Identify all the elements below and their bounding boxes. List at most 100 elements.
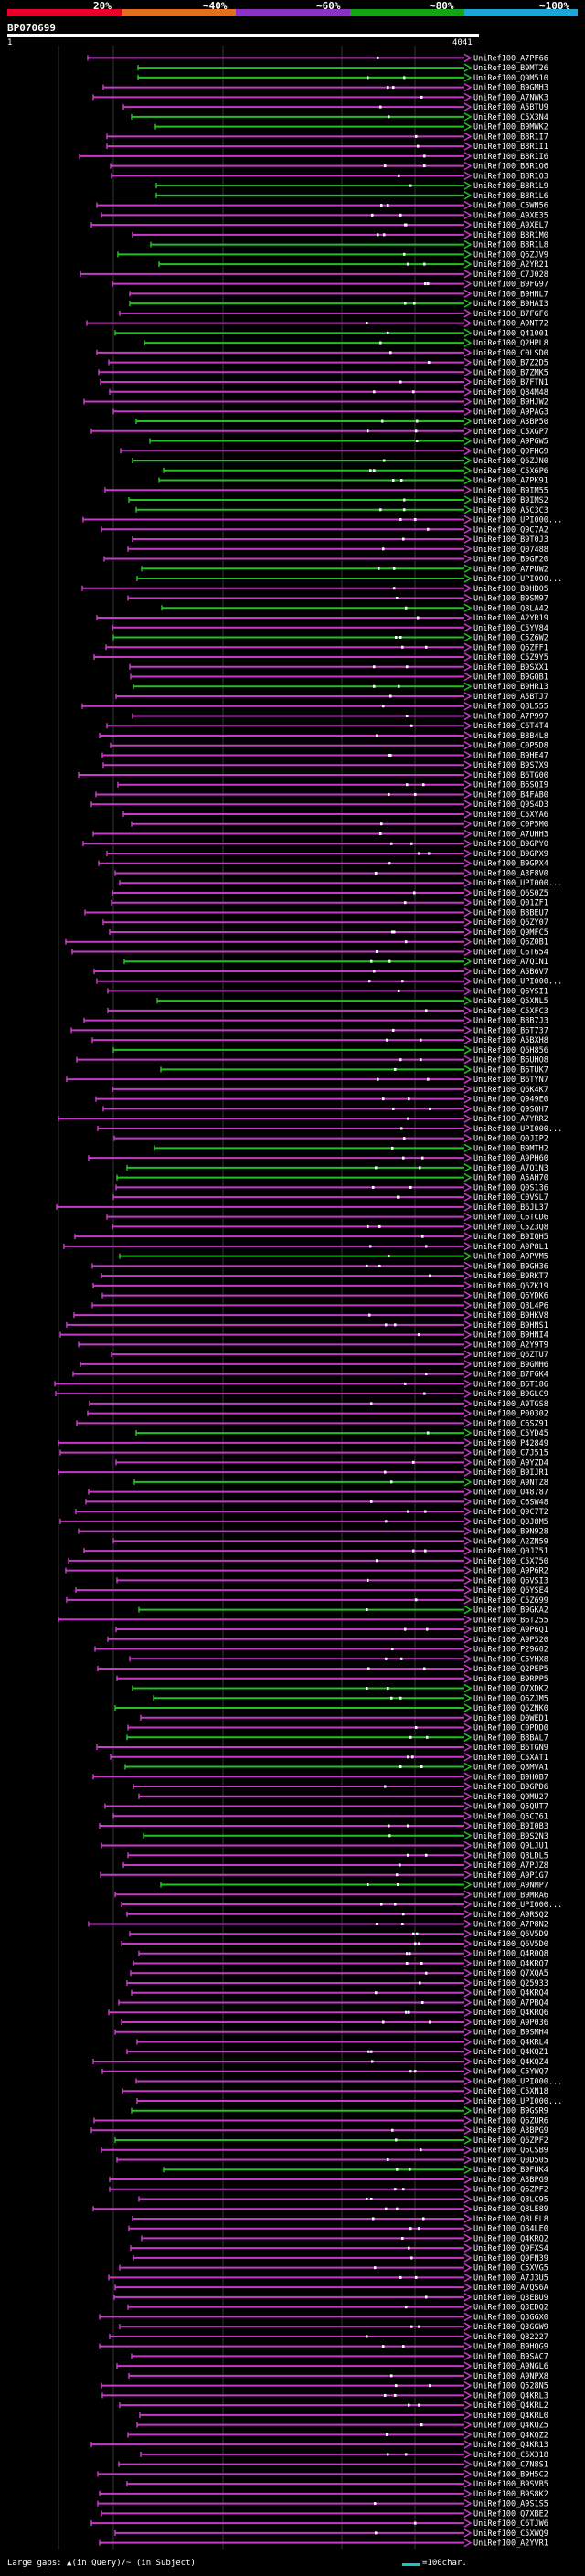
hit-id-label[interactable]: UniRef100_Q6H856 [473, 1046, 548, 1055]
hit-row[interactable]: UniRef100_A7PF66 [87, 53, 548, 63]
hit-id-label[interactable]: UniRef100_P00302 [473, 1410, 548, 1419]
hit-id-label[interactable]: UniRef100_Q6ZJN0 [473, 457, 548, 466]
hit-row[interactable]: UniRef100_B8R1O6 [110, 161, 548, 172]
hit-id-label[interactable]: UniRef100_B9HNS1 [473, 1321, 548, 1330]
hit-id-label[interactable]: UniRef100_B6TGN9 [473, 1744, 548, 1753]
hit-row[interactable]: UniRef100_Q8L555 [81, 702, 548, 712]
hit-id-label[interactable]: UniRef100_A9TGS8 [473, 1400, 548, 1409]
hit-row[interactable]: UniRef100_Q6ZUR6 [93, 2115, 548, 2125]
hit-id-label[interactable]: UniRef100_Q0J8M5 [473, 1518, 548, 1527]
hit-id-label[interactable]: UniRef100_B9HR13 [473, 683, 548, 692]
hit-row[interactable]: UniRef100_C5Z3Q8 [112, 1222, 548, 1232]
hit-id-label[interactable]: UniRef100_Q4KRQ7 [473, 1959, 548, 1968]
hit-id-label[interactable]: UniRef100_B9HQG9 [473, 2343, 548, 2352]
hit-row[interactable]: UniRef100_A9P8L1 [63, 1242, 548, 1252]
hit-id-label[interactable]: UniRef100_Q0S136 [473, 1183, 548, 1193]
hit-id-label[interactable]: UniRef100_B9HNL7 [473, 290, 548, 299]
hit-row[interactable]: UniRef100_Q6ZPF2 [109, 2185, 548, 2195]
hit-row[interactable]: UniRef100_UPI000... [119, 878, 562, 888]
hit-id-label[interactable]: UniRef100_Q6Z0B1 [473, 938, 548, 948]
hit-id-label[interactable]: UniRef100_Q6YSE4 [473, 1586, 548, 1595]
hit-id-label[interactable]: UniRef100_C6T4T4 [473, 722, 548, 731]
hit-id-label[interactable]: UniRef100_A2YVR1 [473, 2539, 548, 2549]
hit-id-label[interactable]: UniRef100_B9FUK4 [473, 2166, 548, 2175]
hit-row[interactable]: UniRef100_B9GSR9 [131, 2106, 548, 2116]
hit-id-label[interactable]: UniRef100_B9MWK2 [473, 123, 548, 133]
hit-row[interactable]: UniRef100_B8R1I6 [79, 152, 548, 162]
hit-row[interactable]: UniRef100_A7YRR2 [58, 1114, 548, 1124]
hit-row[interactable]: UniRef100_A5BTJ7 [115, 692, 548, 702]
hit-id-label[interactable]: UniRef100_B8B4L8 [473, 732, 548, 741]
hit-id-label[interactable]: UniRef100_B7Z2D5 [473, 359, 548, 368]
hit-id-label[interactable]: UniRef100_B8R1I6 [473, 153, 548, 162]
hit-row[interactable]: UniRef100_B9SAC7 [131, 2351, 548, 2361]
hit-id-label[interactable]: UniRef100_C6T654 [473, 948, 548, 957]
hit-id-label[interactable]: UniRef100_A9P8L1 [473, 1243, 548, 1252]
hit-id-label[interactable]: UniRef100_P29602 [473, 1646, 548, 1655]
hit-row[interactable]: UniRef100_A9NT72 [86, 318, 548, 329]
hit-row[interactable]: UniRef100_Q8LA42 [161, 603, 548, 613]
hit-row[interactable]: UniRef100_A9XEL7 [90, 220, 548, 230]
hit-row[interactable]: UniRef100_A7QS6A [114, 2283, 548, 2293]
hit-id-label[interactable]: UniRef100_C7J515 [473, 1449, 548, 1458]
hit-row[interactable]: UniRef100_B8R1O3 [111, 171, 548, 181]
hit-id-label[interactable]: UniRef100_Q4KR13 [473, 2441, 548, 2450]
hit-row[interactable]: UniRef100_A9NPX8 [128, 2371, 548, 2381]
hit-row[interactable]: UniRef100_A7UHH3 [92, 829, 548, 839]
hit-row[interactable]: UniRef100_B8R1L8 [150, 239, 548, 250]
hit-row[interactable]: UniRef100_A7Q1N1 [123, 957, 548, 967]
hit-id-label[interactable]: UniRef100_Q6V5D9 [473, 1930, 548, 1939]
hit-id-label[interactable]: UniRef100_Q6ZPF2 [473, 2136, 548, 2146]
hit-row[interactable]: UniRef100_A2ZN59 [112, 1536, 548, 1546]
hit-id-label[interactable]: UniRef100_A9P1G7 [473, 1871, 548, 1881]
hit-id-label[interactable]: UniRef100_Q2PEP5 [473, 1665, 548, 1674]
hit-id-label[interactable]: UniRef100_A9PH60 [473, 1154, 548, 1163]
hit-row[interactable]: UniRef100_B9MRA6 [114, 1890, 548, 1900]
hit-id-label[interactable]: UniRef100_Q6ZNK0 [473, 1704, 548, 1713]
hit-id-label[interactable]: UniRef100_Q9M510 [473, 74, 548, 83]
hit-row[interactable]: UniRef100_Q8LC95 [138, 2194, 548, 2204]
hit-row[interactable]: UniRef100_A3BP50 [135, 417, 548, 427]
hit-id-label[interactable]: UniRef100_Q8L555 [473, 703, 548, 712]
hit-id-label[interactable]: UniRef100_Q6ZJV9 [473, 250, 548, 260]
hit-id-label[interactable]: UniRef100_B9H0B7 [473, 1773, 548, 1782]
hit-row[interactable]: UniRef100_P00302 [87, 1408, 548, 1419]
hit-row[interactable]: UniRef100_C6TCD6 [106, 1212, 548, 1223]
hit-row[interactable]: UniRef100_C6T654 [71, 947, 548, 957]
hit-row[interactable]: UniRef100_C5YD45 [135, 1428, 548, 1438]
hit-row[interactable]: UniRef100_B8R1L9 [155, 181, 548, 191]
hit-row[interactable]: UniRef100_B8B7J3 [83, 1016, 548, 1026]
hit-row[interactable]: UniRef100_B9SM97 [127, 593, 548, 604]
hit-row[interactable]: UniRef100_C6TJW6 [90, 2518, 548, 2528]
hit-id-label[interactable]: UniRef100_B9GH36 [473, 1262, 548, 1271]
hit-row[interactable]: UniRef100_Q4R0Q8 [138, 1949, 548, 1959]
hit-id-label[interactable]: UniRef100_Q6ZJM5 [473, 1694, 548, 1703]
hit-row[interactable]: UniRef100_A3BPG9 [90, 2125, 548, 2136]
hit-row[interactable]: UniRef100_C6SZ91 [76, 1418, 548, 1428]
hit-id-label[interactable]: UniRef100_B6TG00 [473, 771, 548, 780]
hit-row[interactable]: UniRef100_Q4KRQ7 [133, 1958, 548, 1968]
hit-id-label[interactable]: UniRef100_B9S7X9 [473, 761, 548, 770]
hit-id-label[interactable]: UniRef100_A2YR21 [473, 260, 548, 270]
hit-id-label[interactable]: UniRef100_UPI000... [473, 516, 562, 525]
hit-id-label[interactable]: UniRef100_B6T186 [473, 1380, 548, 1389]
hit-id-label[interactable]: UniRef100_A9RSQ2 [473, 1911, 548, 1920]
hit-row[interactable]: UniRef100_A5C3C3 [135, 505, 548, 515]
hit-row[interactable]: UniRef100_Q6ZY07 [102, 917, 548, 928]
hit-id-label[interactable]: UniRef100_C6TJW6 [473, 2519, 548, 2528]
hit-row[interactable]: UniRef100_A9NTZ8 [133, 1478, 548, 1488]
hit-row[interactable]: UniRef100_C0VSL7 [112, 1193, 548, 1203]
hit-row[interactable]: UniRef100_Q8LEL8 [132, 2214, 548, 2224]
hit-row[interactable]: UniRef100_B9GMH6 [80, 1360, 548, 1370]
hit-id-label[interactable]: UniRef100_Q9MFC5 [473, 928, 548, 938]
hit-id-label[interactable]: UniRef100_B9GF20 [473, 556, 548, 565]
hit-row[interactable]: UniRef100_O48787 [88, 1487, 548, 1498]
hit-row[interactable]: UniRef100_Q4KQZ1 [126, 2047, 548, 2057]
hit-id-label[interactable]: UniRef100_Q41001 [473, 329, 548, 338]
hit-row[interactable]: UniRef100_Q0J751 [83, 1546, 548, 1556]
hit-id-label[interactable]: UniRef100_B9HKV8 [473, 1311, 548, 1320]
hit-id-label[interactable]: UniRef100_Q9FHG9 [473, 447, 548, 456]
hit-id-label[interactable]: UniRef100_C5YD45 [473, 1429, 548, 1438]
hit-row[interactable]: UniRef100_Q9C7T2 [75, 1507, 548, 1517]
hit-id-label[interactable]: UniRef100_A9NTZ8 [473, 1479, 548, 1488]
